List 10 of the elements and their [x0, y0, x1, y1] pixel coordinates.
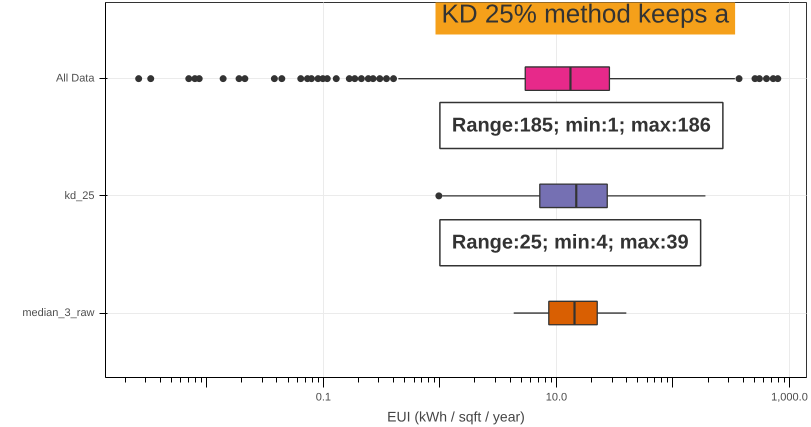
chart-title: KD 25% method keeps a	[442, 0, 730, 28]
y-tick-label: kd_25	[64, 190, 95, 202]
annotation: Range:25; min:4; max:39	[452, 232, 689, 254]
x-tick-label: 1,000.0	[771, 392, 808, 404]
y-tick-label: median_3_raw	[22, 307, 95, 320]
annotation: Range:185; min:1; max:186	[452, 114, 711, 137]
x-tick-label: 10.0	[546, 392, 568, 404]
x-tick-label: 0.1	[316, 392, 332, 404]
x-axis-title: EUI (kWh / sqft / year)	[387, 408, 525, 424]
y-tick-label: All Data	[56, 72, 96, 85]
